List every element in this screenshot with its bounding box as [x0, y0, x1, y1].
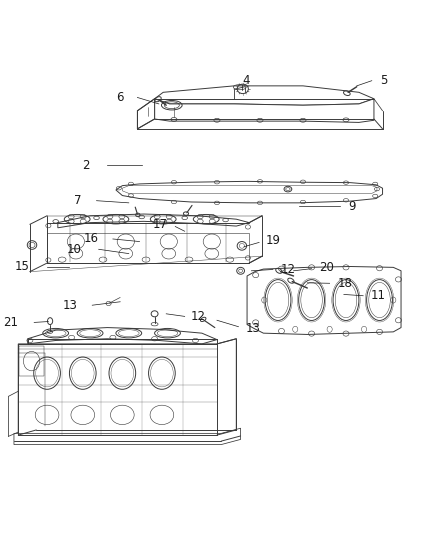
Polygon shape: [47, 233, 249, 263]
Text: 12: 12: [281, 263, 295, 276]
Text: 9: 9: [348, 200, 356, 213]
Polygon shape: [155, 99, 374, 123]
Text: 7: 7: [74, 194, 81, 207]
Polygon shape: [155, 86, 374, 105]
Text: 19: 19: [266, 234, 281, 247]
Text: 10: 10: [66, 243, 81, 256]
Polygon shape: [14, 428, 241, 445]
Text: 13: 13: [245, 322, 260, 335]
Text: 2: 2: [83, 159, 90, 172]
Polygon shape: [58, 214, 249, 228]
Polygon shape: [137, 99, 155, 129]
Polygon shape: [116, 181, 382, 203]
Polygon shape: [247, 266, 401, 334]
Text: 12: 12: [191, 310, 206, 323]
Text: 17: 17: [153, 218, 167, 231]
Polygon shape: [18, 339, 236, 435]
Text: 21: 21: [3, 316, 18, 329]
Text: 13: 13: [62, 298, 77, 312]
Text: 6: 6: [116, 91, 123, 104]
Text: 11: 11: [371, 289, 386, 302]
Text: 5: 5: [380, 74, 388, 87]
Text: 18: 18: [337, 277, 352, 290]
Text: 16: 16: [83, 232, 99, 246]
Text: 20: 20: [319, 261, 334, 274]
Text: 15: 15: [15, 260, 30, 273]
Polygon shape: [28, 328, 217, 344]
Text: 4: 4: [242, 74, 250, 87]
